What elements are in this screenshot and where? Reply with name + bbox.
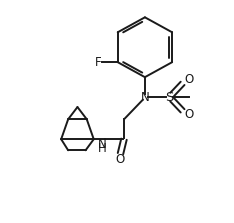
Text: H: H [98,142,107,155]
Text: O: O [116,153,125,166]
Text: F: F [95,56,101,69]
Text: O: O [184,73,193,86]
Text: N: N [141,91,149,104]
Text: S: S [165,91,174,104]
Text: O: O [184,108,193,121]
Text: N: N [98,138,107,151]
